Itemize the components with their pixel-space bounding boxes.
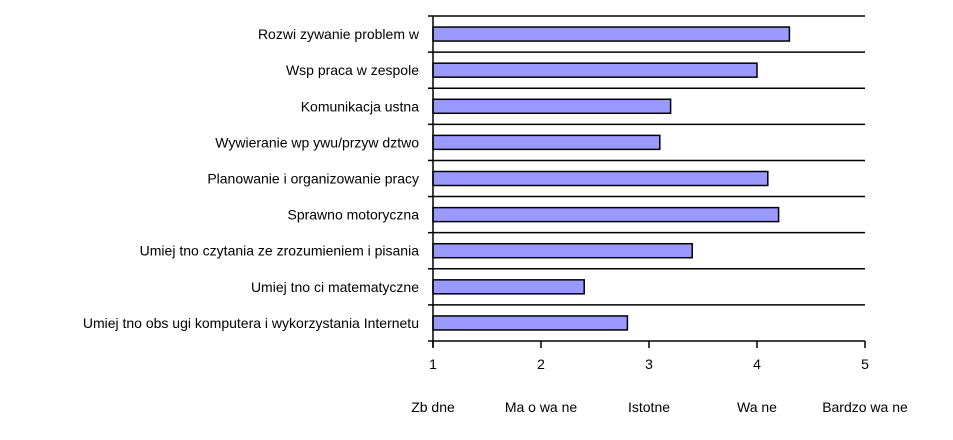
scale-label: Wa ne	[737, 399, 777, 415]
category-label: Umiej tno obs ugi komputera i wykorzysta…	[83, 315, 419, 331]
tick-label: 4	[753, 356, 761, 372]
bar	[432, 242, 693, 259]
category-label: Umiej tno czytania ze zrozumieniem i pis…	[140, 243, 420, 259]
scale-labels: Zb dne Ma o wa ne Istotne Wa ne Bardzo wa ne	[411, 399, 908, 415]
bar	[432, 26, 791, 42]
tick-label: 1	[429, 356, 437, 372]
tick-labels: 1 2 3 4 5	[429, 356, 869, 372]
bars	[432, 26, 791, 331]
category-labels: Rozwi zywanie problem w Wsp praca w zespo…	[83, 26, 420, 331]
scale-label: Bardzo wa ne	[822, 399, 908, 415]
bar	[432, 98, 672, 115]
bar	[432, 206, 780, 223]
category-label: Wywieranie wp ywu/przyw dztwo	[215, 134, 419, 150]
scale-label: Ma o wa ne	[505, 399, 578, 415]
scale-label: Zb dne	[411, 399, 455, 415]
tick-label: 5	[861, 356, 869, 372]
axes	[428, 15, 866, 348]
gridlines	[433, 15, 865, 342]
tick-label: 3	[645, 356, 653, 372]
bar	[432, 62, 758, 78]
category-label: Sprawno motoryczna	[287, 207, 419, 223]
bar	[432, 170, 769, 187]
tick-label: 2	[537, 356, 545, 372]
scale-label: Istotne	[628, 399, 670, 415]
bar	[432, 279, 585, 295]
bar	[432, 315, 629, 331]
category-label: Planowanie i organizowanie pracy	[207, 171, 419, 187]
category-label: Rozwi zywanie problem w	[258, 26, 420, 42]
bar	[432, 134, 661, 151]
category-label: Umiej tno ci matematyczne	[251, 279, 419, 295]
category-label: Komunikacja ustna	[301, 98, 420, 114]
category-label: Wsp praca w zespole	[286, 62, 419, 78]
